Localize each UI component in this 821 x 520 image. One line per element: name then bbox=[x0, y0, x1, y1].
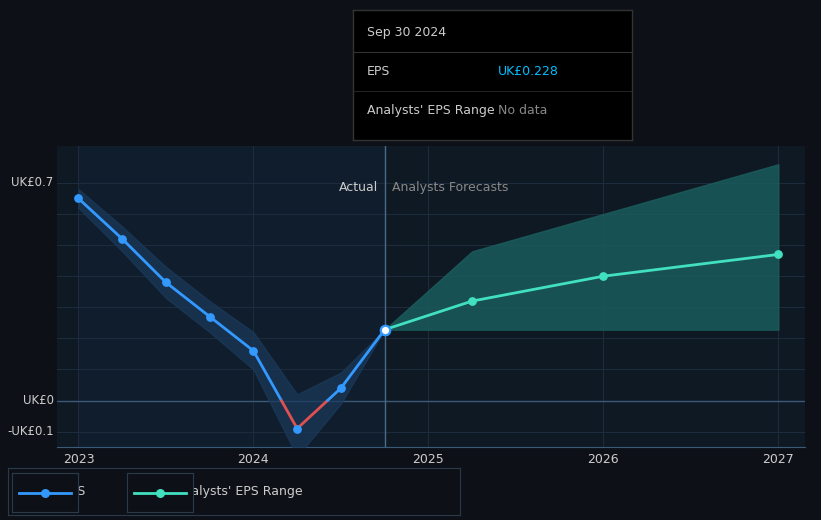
Point bbox=[72, 194, 85, 203]
Text: UK£0: UK£0 bbox=[23, 394, 53, 407]
Text: Actual: Actual bbox=[338, 181, 378, 194]
Point bbox=[378, 326, 392, 334]
Point bbox=[772, 250, 785, 258]
Point bbox=[116, 235, 129, 243]
Text: No data: No data bbox=[498, 104, 548, 117]
Point bbox=[378, 326, 392, 334]
Text: Analysts' EPS Range: Analysts' EPS Range bbox=[176, 485, 303, 498]
Text: 2024: 2024 bbox=[237, 453, 269, 466]
Point bbox=[291, 424, 304, 433]
Text: Sep 30 2024: Sep 30 2024 bbox=[367, 26, 446, 39]
Point bbox=[337, 311, 351, 320]
Point bbox=[466, 297, 479, 305]
Text: Analysts' EPS Range: Analysts' EPS Range bbox=[367, 104, 494, 117]
Text: 2027: 2027 bbox=[763, 453, 794, 466]
Text: EPS: EPS bbox=[367, 65, 390, 78]
Text: UK£0.228: UK£0.228 bbox=[498, 65, 559, 78]
Point bbox=[597, 272, 610, 280]
Text: EPS: EPS bbox=[62, 485, 85, 498]
Text: Analysts Forecasts: Analysts Forecasts bbox=[392, 181, 508, 194]
Text: -UK£0.1: -UK£0.1 bbox=[7, 425, 53, 438]
Point bbox=[334, 384, 347, 392]
Text: 2023: 2023 bbox=[62, 453, 94, 466]
Bar bbox=[79, 146, 385, 447]
Point bbox=[159, 278, 172, 287]
Point bbox=[452, 311, 466, 320]
Point bbox=[203, 313, 216, 321]
Point bbox=[247, 347, 260, 355]
Text: 2026: 2026 bbox=[588, 453, 619, 466]
Text: UK£0.7: UK£0.7 bbox=[11, 176, 53, 189]
Text: 2025: 2025 bbox=[412, 453, 444, 466]
